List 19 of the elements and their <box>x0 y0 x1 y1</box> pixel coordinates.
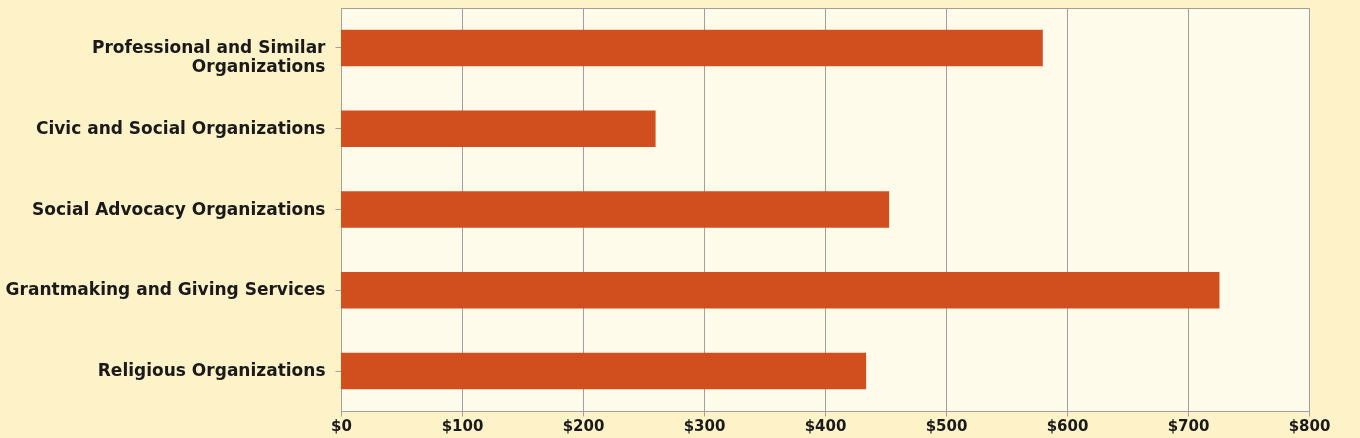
y-tick-label: Grantmaking and Giving Services <box>5 279 326 300</box>
bar <box>341 352 867 390</box>
x-tick-label: $800 <box>1288 416 1331 435</box>
x-tick-label: $200 <box>562 416 605 435</box>
y-tick-label: Professional and Similar Organizations <box>92 36 327 76</box>
bar <box>341 29 1043 67</box>
y-tick-label: Religious Organizations <box>97 360 326 381</box>
x-tick-label: $700 <box>1167 416 1210 435</box>
y-tick-label: Civic and Social Organizations <box>35 117 326 138</box>
x-tick-label: $300 <box>683 416 726 435</box>
y-tick-label: Social Advocacy Organizations <box>32 198 326 219</box>
bar <box>341 191 890 228</box>
x-tick-label: $600 <box>1046 416 1089 435</box>
x-tick-label: $500 <box>925 416 968 435</box>
bar <box>341 272 1220 309</box>
x-tick-label: $400 <box>804 416 847 435</box>
bar <box>341 110 656 147</box>
x-tick-label: $0 <box>331 416 352 435</box>
x-tick-label: $100 <box>441 416 484 435</box>
